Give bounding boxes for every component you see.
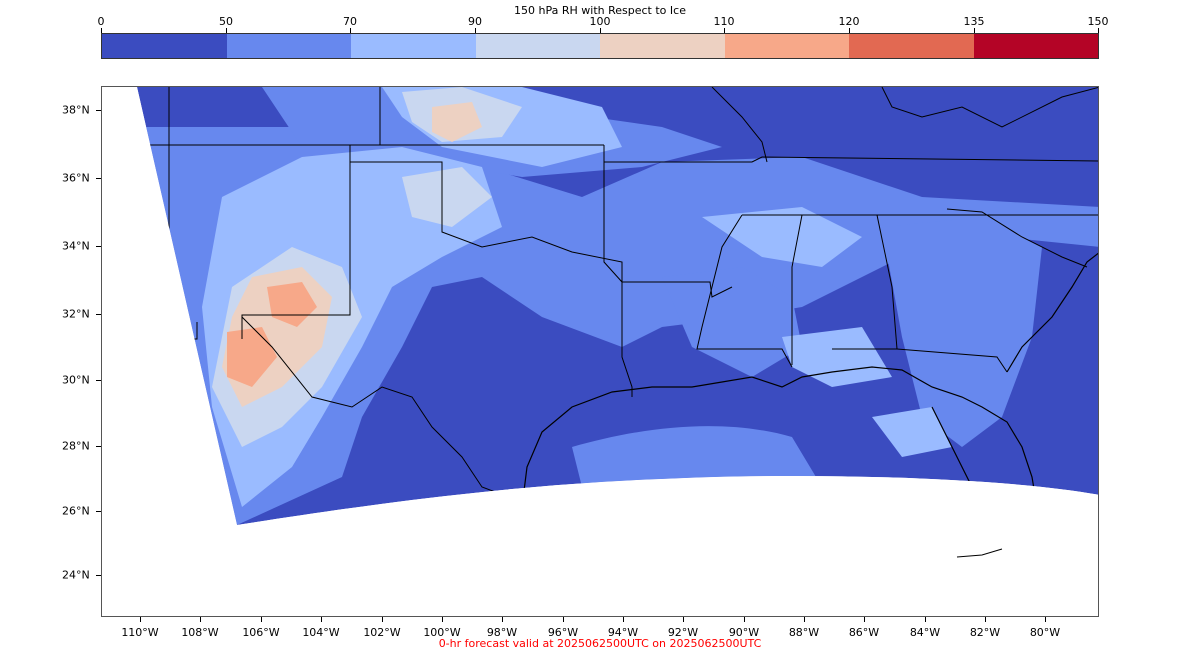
border-line [603, 145, 633, 397]
lon-tick-label: 94°W [607, 626, 639, 639]
lon-tick-label: 82°W [969, 626, 1001, 639]
colorbar-tick-label: 70 [343, 15, 357, 28]
colorbar-segment-135-150 [973, 34, 1098, 58]
colorbar-tick-label: 100 [589, 15, 611, 28]
colorbar-tick-label: 50 [219, 15, 233, 28]
map-panel [101, 86, 1099, 617]
lon-tick-label: 98°W [486, 626, 518, 639]
rh-field-70-90 [702, 207, 862, 267]
lon-tick-label: 88°W [788, 626, 820, 639]
border-line [711, 87, 768, 163]
colorbar-title: 150 hPa RH with Respect to Ice [514, 4, 686, 17]
rh-ice-map [102, 87, 1098, 616]
lat-tick-label: 30°N [62, 373, 90, 387]
colorbar-segment-90-100 [475, 34, 600, 58]
colorbar-segment-70-90 [351, 34, 476, 58]
lat-tick-label: 34°N [62, 239, 90, 253]
rh-field-90-100 [402, 167, 492, 227]
border-line [696, 214, 793, 368]
colorbar-segment-50-70 [226, 34, 351, 58]
lon-tick-label: 106°W [242, 626, 280, 639]
lon-tick-label: 104°W [302, 626, 340, 639]
lat-tick-label: 38°N [62, 103, 90, 117]
colorbar-segment-0-50 [102, 34, 227, 58]
border-line [604, 156, 1098, 163]
lat-tick-label: 26°N [62, 504, 90, 518]
rh-field-50-70 [572, 426, 822, 487]
state-borders [102, 87, 1098, 503]
colorbar-tick-label: 135 [963, 15, 985, 28]
border-line [350, 161, 623, 282]
outside-domain-bottom [102, 475, 1098, 616]
colorbar-tick-label: 90 [468, 15, 482, 28]
colorbar-tick-label: 120 [838, 15, 860, 28]
colorbar-segment-120-135 [849, 34, 974, 58]
lat-tick-label: 32°N [62, 307, 90, 321]
colorbar-tick-label: 110 [713, 15, 735, 28]
rh-field-70-90 [782, 327, 892, 387]
rh-field-100-110 [432, 102, 482, 142]
border-line [791, 214, 803, 365]
lon-tick-label: 90°W [728, 626, 760, 639]
border-line [946, 208, 1088, 268]
colorbar-segment-110-120 [724, 34, 849, 58]
lon-tick-label: 110°W [121, 626, 159, 639]
lat-tick-label: 24°N [62, 568, 90, 582]
border-line [881, 87, 1098, 128]
colorbar-tick-label: 0 [97, 15, 105, 28]
forecast-valid-caption: 0-hr forecast valid at 2025062500UTC on … [438, 637, 762, 650]
colorbar-tick-label: 150 [1087, 15, 1109, 28]
rh-field-110-120 [227, 327, 277, 387]
rh-field-70-90 [872, 407, 952, 457]
florida-keys [956, 548, 1003, 558]
coastline-line [1006, 252, 1098, 373]
border-line [241, 145, 351, 339]
lon-tick-label: 86°W [848, 626, 880, 639]
outside-domain-left [102, 87, 237, 525]
border-line [832, 214, 898, 350]
lat-tick-label: 36°N [62, 171, 90, 185]
rh-field-110-120 [267, 282, 317, 327]
colorbar [101, 33, 1099, 59]
colorbar-segment-100-110 [600, 34, 725, 58]
lon-tick-label: 100°W [423, 626, 461, 639]
border-line [896, 348, 1008, 373]
rh-field-50-70 [882, 217, 1042, 447]
lon-tick-label: 108°W [181, 626, 219, 639]
lat-tick-label: 28°N [62, 439, 90, 453]
lon-tick-label: 92°W [667, 626, 699, 639]
border-line [241, 316, 523, 503]
lon-tick-label: 102°W [363, 626, 401, 639]
lon-tick-label: 96°W [547, 626, 579, 639]
lon-tick-label: 80°W [1029, 626, 1061, 639]
lon-tick-label: 84°W [909, 626, 941, 639]
